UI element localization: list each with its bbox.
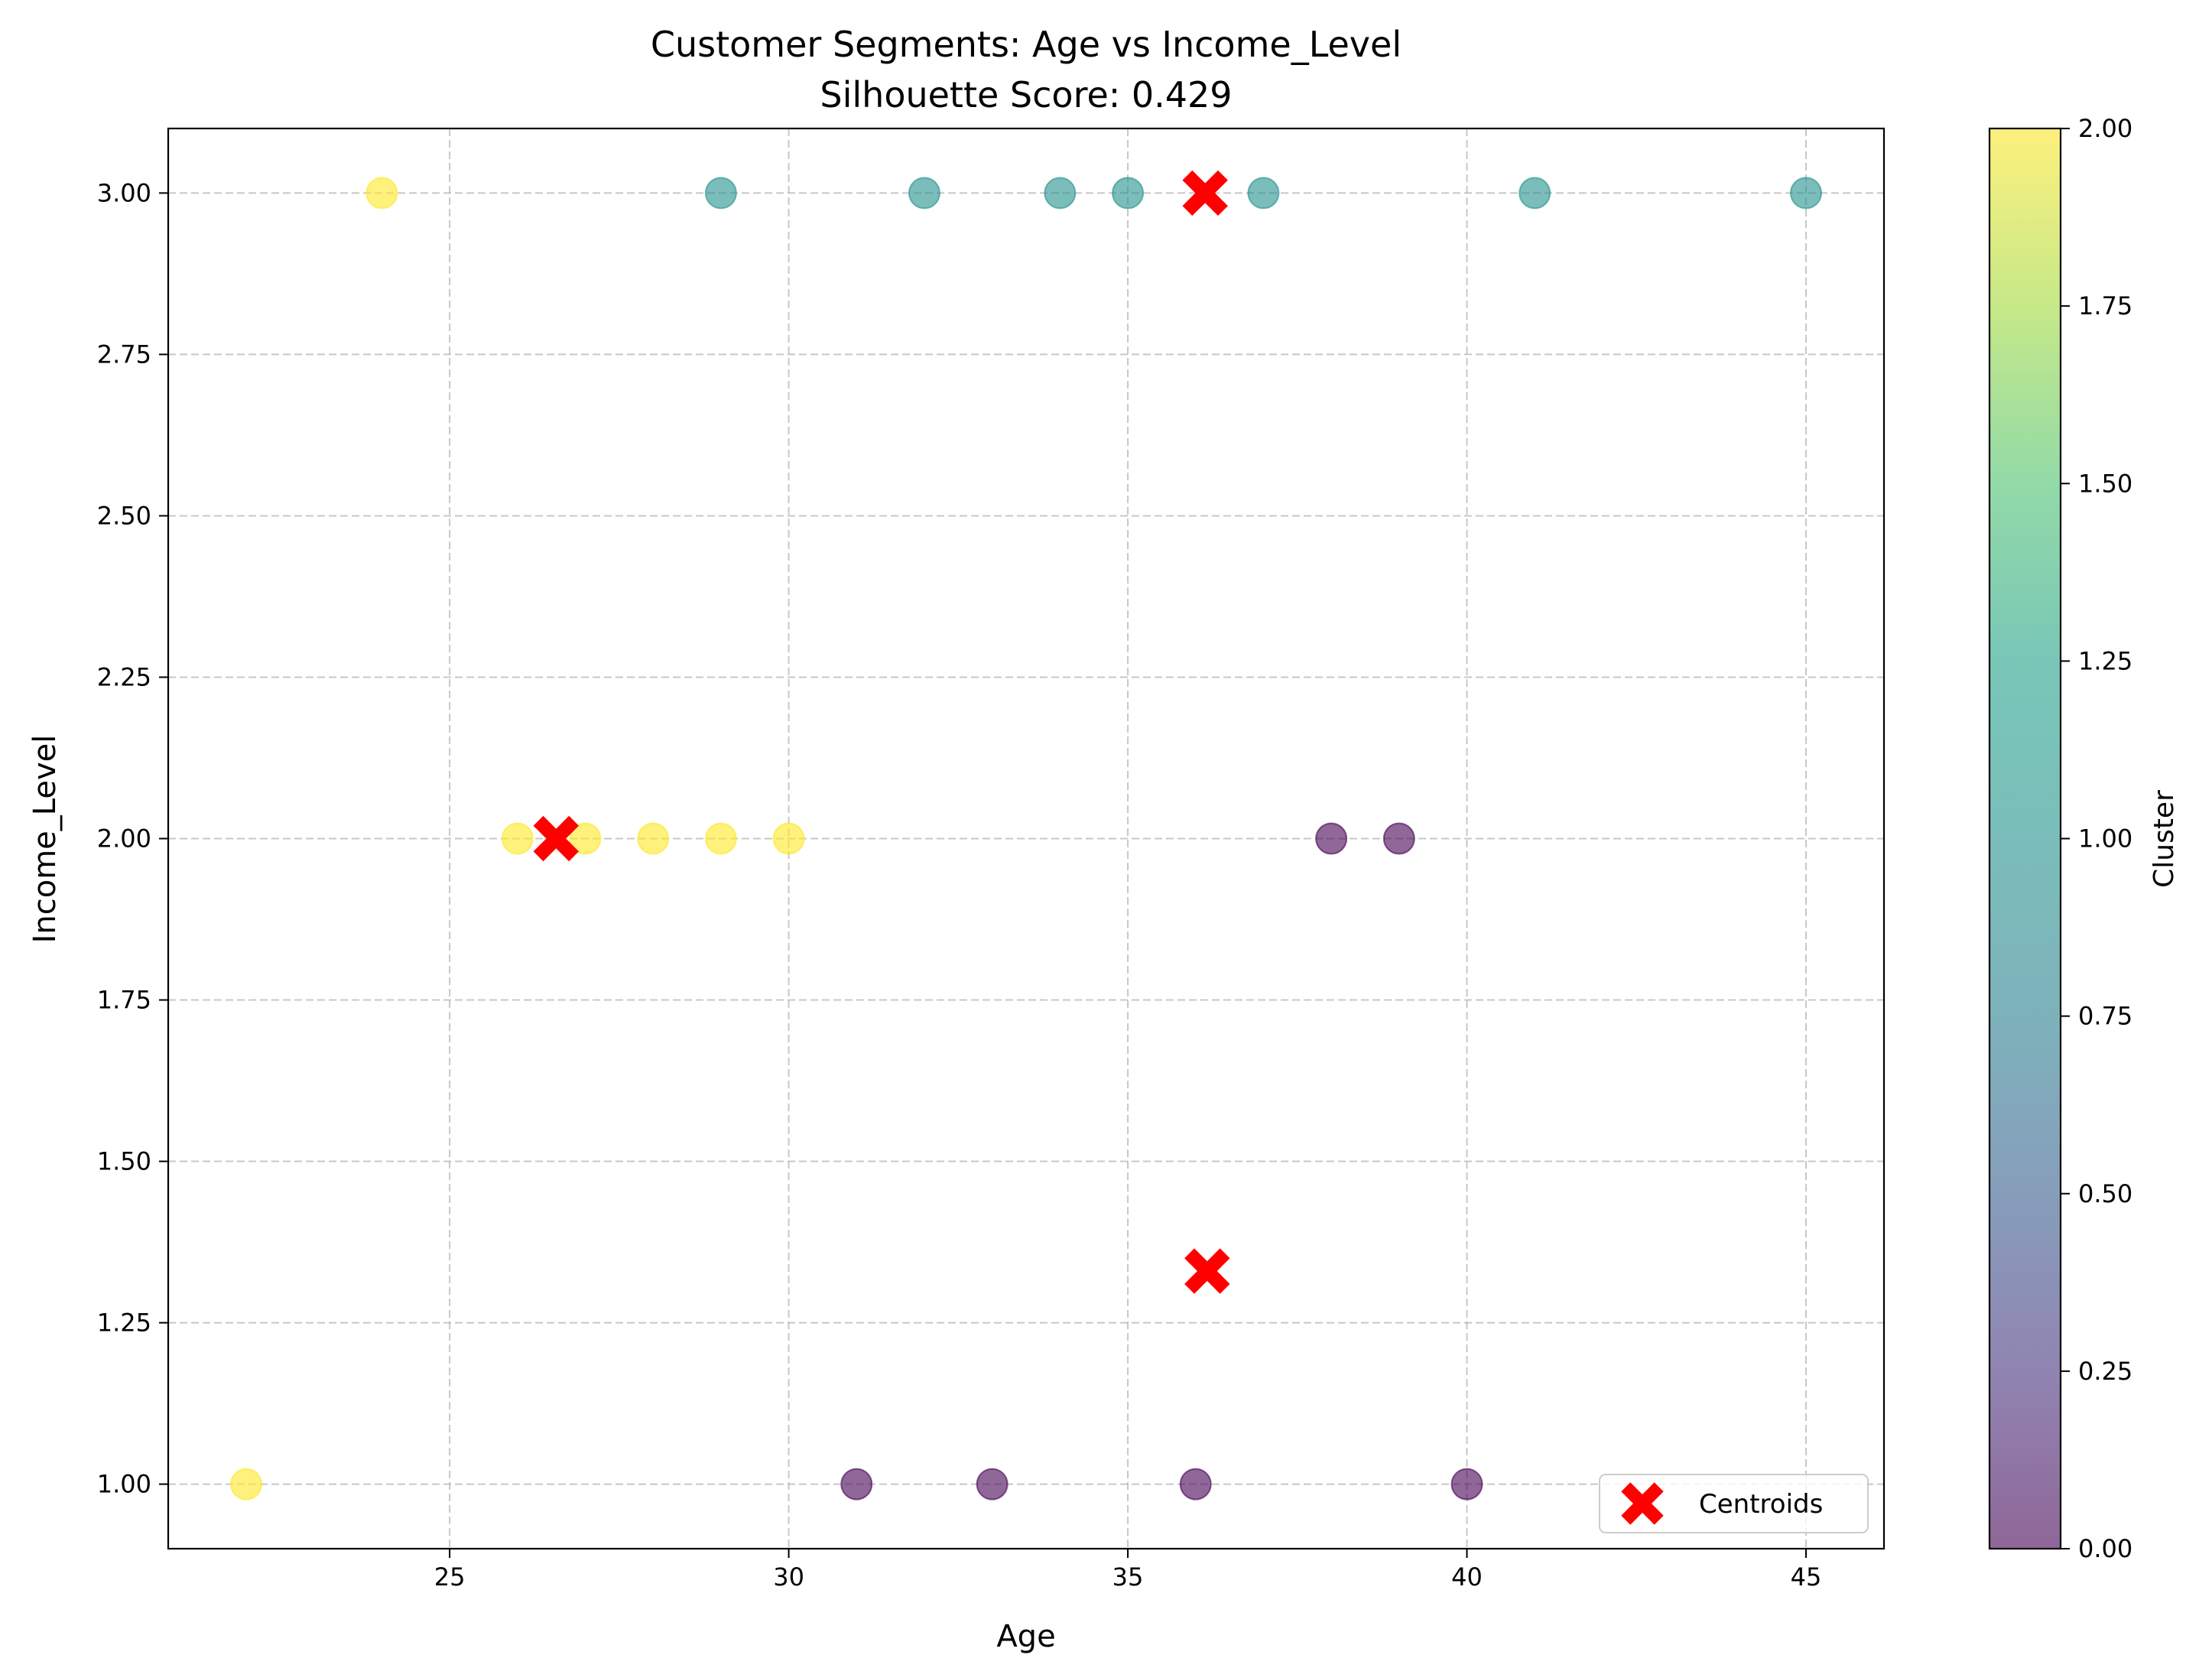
colorbar-tick-label: 0.75	[2078, 1002, 2132, 1031]
grid-lines	[168, 128, 1884, 1549]
y-tick-label: 1.25	[97, 1309, 151, 1338]
y-tick-label: 1.00	[97, 1470, 151, 1499]
data-point	[772, 822, 805, 855]
data-point	[230, 1468, 262, 1501]
y-tick-label: 2.00	[97, 824, 151, 854]
data-point	[501, 822, 534, 855]
x-tick-label: 25	[434, 1562, 466, 1592]
data-point	[704, 822, 737, 855]
data-point	[1450, 1468, 1483, 1501]
chart-title: Customer Segments: Age vs Income_Level	[651, 24, 1402, 65]
y-tick-label: 2.75	[97, 340, 151, 369]
centroid-marker	[1182, 170, 1228, 216]
x-tick-label: 40	[1451, 1562, 1483, 1592]
x-tick-label: 45	[1791, 1562, 1822, 1592]
x-tick-label: 30	[773, 1562, 804, 1592]
y-tick-label: 2.25	[97, 662, 151, 691]
legend-label-centroids: Centroids	[1699, 1489, 1823, 1520]
data-point	[365, 177, 398, 210]
data-point	[976, 1468, 1009, 1501]
colorbar-tick-label: 1.50	[2078, 469, 2132, 498]
colorbar-tick-label: 1.75	[2078, 291, 2132, 320]
data-point	[840, 1468, 873, 1501]
x-tick-label: 35	[1112, 1562, 1144, 1592]
y-tick-label: 2.50	[97, 501, 151, 530]
legend-centroid-marker	[1621, 1482, 1664, 1525]
colorbar-tick-label: 2.00	[2078, 114, 2132, 143]
centroid-markers	[533, 170, 1230, 1294]
legend: Centroids	[1599, 1474, 1869, 1533]
y-axis-ticks: 1.00 1.25 1.50 1.75 2.00 2.25 2.50 2.75 3.00	[97, 178, 168, 1499]
colorbar-tick-label: 0.00	[2078, 1534, 2132, 1563]
y-tick-label: 1.75	[97, 986, 151, 1015]
data-point	[1112, 177, 1145, 210]
data-points	[230, 177, 1822, 1501]
legend-box	[1599, 1474, 1869, 1533]
data-point	[569, 822, 602, 855]
colorbar-tick-label: 0.50	[2078, 1179, 2132, 1208]
data-point	[908, 177, 940, 210]
data-point	[1179, 1468, 1212, 1501]
colorbar: 0.00 0.25 0.50 0.75 1.00 1.25 1.50 1.75 2.00 Clu…	[1988, 114, 2180, 1563]
data-point	[637, 822, 670, 855]
colorbar-tick-label: 0.25	[2078, 1357, 2132, 1386]
data-point	[1790, 177, 1822, 210]
colorbar-tick-label: 1.00	[2078, 824, 2132, 854]
data-point	[1382, 822, 1415, 855]
colorbar-tick-label: 1.25	[2078, 646, 2132, 675]
data-point	[1315, 822, 1348, 855]
colorbar-title: Cluster	[2149, 790, 2180, 888]
colorbar-gradient	[1990, 128, 2061, 1549]
centroid-marker	[533, 815, 580, 862]
y-axis-title: Income_Level	[28, 735, 63, 944]
data-point	[1044, 177, 1077, 210]
y-tick-label: 3.00	[97, 178, 151, 207]
y-tick-label: 1.50	[97, 1147, 151, 1176]
colorbar-ticks: 0.00 0.25 0.50 0.75 1.00 1.25 1.50 1.75 2.00	[2061, 114, 2132, 1563]
data-point	[1247, 177, 1280, 210]
chart-subtitle: Silhouette Score: 0.429	[820, 74, 1232, 115]
centroid-marker	[1184, 1248, 1230, 1294]
x-axis-ticks: 25 30 35 40 45	[434, 1549, 1822, 1592]
data-point	[704, 177, 737, 210]
data-point	[1519, 177, 1551, 210]
x-axis-title: Age	[996, 1619, 1055, 1654]
